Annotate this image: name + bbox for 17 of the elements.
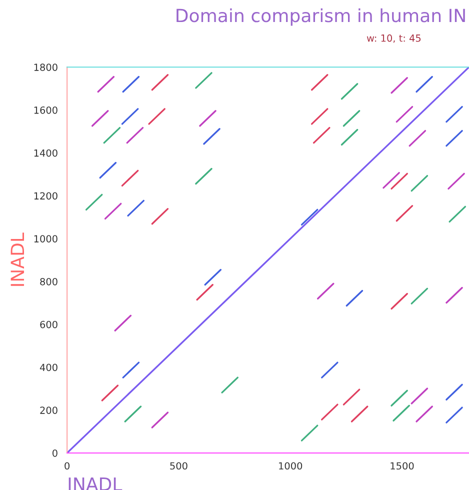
- y-axis-title: INADL: [10, 232, 24, 286]
- y-tick-label: 600: [40, 320, 58, 328]
- x-tick-label: 1000: [279, 462, 302, 470]
- chart-title: Domain comparism in human IN: [176, 8, 465, 26]
- x-tick-label: 0: [64, 462, 70, 470]
- chart-subtitle: w: 10, t: 45: [366, 34, 421, 43]
- y-tick-label: 400: [40, 364, 58, 372]
- y-tick-label: 200: [40, 406, 58, 414]
- y-tick-label: 0: [52, 449, 58, 457]
- y-tick-label: 800: [40, 278, 58, 286]
- x-tick-label: 1500: [390, 462, 414, 470]
- x-tick-label: 500: [170, 462, 188, 470]
- y-tick-label: 1000: [34, 235, 58, 242]
- y-tick-label: 1200: [34, 192, 58, 200]
- y-tick-label: 1600: [34, 106, 58, 114]
- y-tick-label: 1800: [34, 64, 58, 71]
- y-tick-label: 1400: [34, 149, 58, 157]
